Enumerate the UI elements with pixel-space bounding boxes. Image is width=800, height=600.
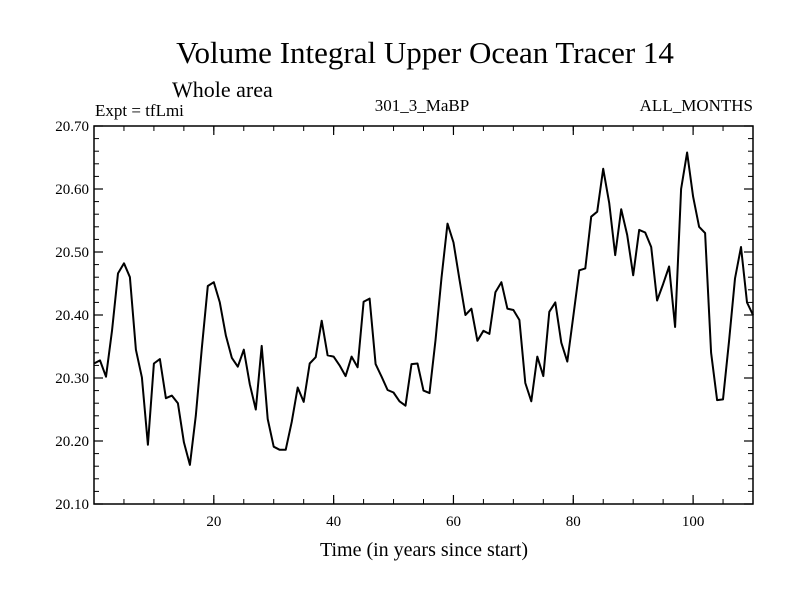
- x-tick-label: 100: [682, 514, 705, 530]
- series-line-tracer14: [93, 151, 754, 466]
- y-tick-label: 20.40: [55, 308, 89, 324]
- months-label: ALL_MONTHS: [640, 96, 753, 115]
- y-tick-label: 20.60: [55, 182, 89, 198]
- x-tick-label: 40: [326, 514, 341, 530]
- y-axis: 20.10 20.20 20.30 20.40 20.50 20.60 20.70: [55, 119, 753, 513]
- y-tick-label: 20.70: [55, 119, 89, 135]
- chart-subtitle: Whole area: [172, 77, 273, 102]
- x-tick-label: 60: [446, 514, 461, 530]
- y-tick-label: 20.20: [55, 434, 89, 450]
- x-axis: 20 40 60 80 100: [123, 126, 724, 530]
- y-tick-label: 20.30: [55, 371, 89, 387]
- chart-title: Volume Integral Upper Ocean Tracer 14: [176, 35, 674, 70]
- x-axis-label: Time (in years since start): [320, 539, 528, 561]
- run-label: 301_3_MaBP: [375, 96, 469, 115]
- x-tick-label: 80: [566, 514, 581, 530]
- x-tick-label: 20: [206, 514, 221, 530]
- y-tick-label: 20.10: [55, 497, 89, 513]
- experiment-label: Expt = tfLmi: [95, 101, 184, 120]
- y-tick-label: 20.50: [55, 245, 89, 261]
